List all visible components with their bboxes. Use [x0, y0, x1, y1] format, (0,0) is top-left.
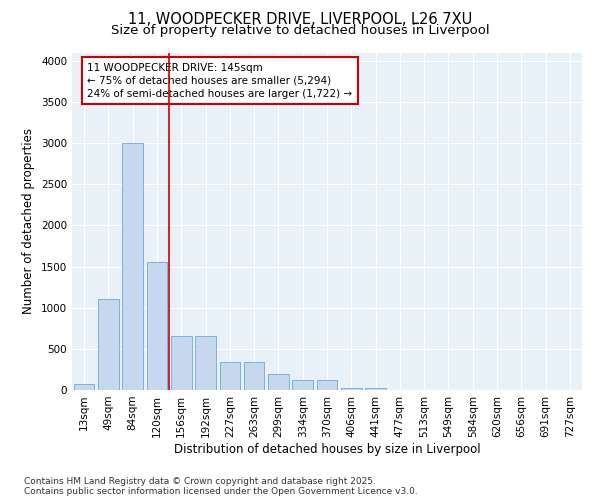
Y-axis label: Number of detached properties: Number of detached properties: [22, 128, 35, 314]
Text: 11, WOODPECKER DRIVE, LIVERPOOL, L26 7XU: 11, WOODPECKER DRIVE, LIVERPOOL, L26 7XU: [128, 12, 472, 28]
X-axis label: Distribution of detached houses by size in Liverpool: Distribution of detached houses by size …: [173, 442, 481, 456]
Bar: [74, 384, 94, 390]
Bar: [244, 362, 265, 390]
Text: Size of property relative to detached houses in Liverpool: Size of property relative to detached ho…: [110, 24, 490, 37]
Bar: [122, 143, 143, 390]
Bar: [341, 388, 362, 390]
Text: Contains HM Land Registry data © Crown copyright and database right 2025.
Contai: Contains HM Land Registry data © Crown c…: [24, 476, 418, 496]
Bar: [195, 336, 216, 390]
Bar: [292, 380, 313, 390]
Bar: [220, 362, 240, 390]
Text: 11 WOODPECKER DRIVE: 145sqm
← 75% of detached houses are smaller (5,294)
24% of : 11 WOODPECKER DRIVE: 145sqm ← 75% of det…: [88, 62, 352, 99]
Bar: [268, 374, 289, 390]
Bar: [365, 388, 386, 390]
Bar: [317, 380, 337, 390]
Bar: [98, 300, 119, 390]
Bar: [171, 336, 191, 390]
Bar: [146, 262, 167, 390]
